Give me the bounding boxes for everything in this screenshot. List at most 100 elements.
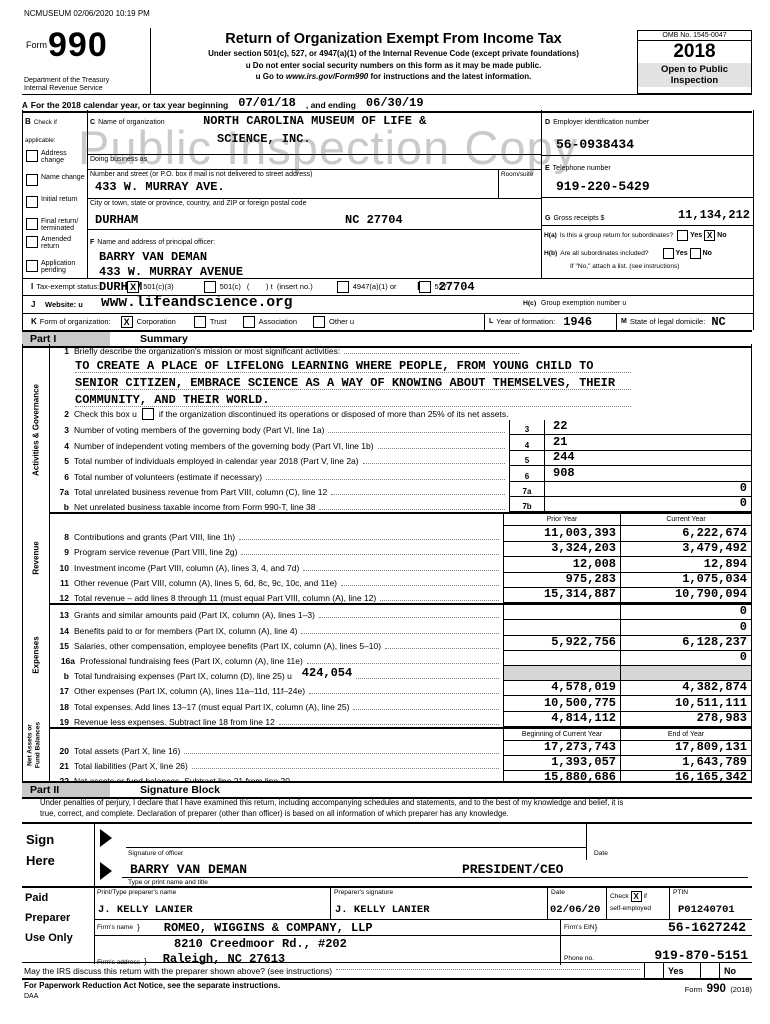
- status-501c-checkbox[interactable]: [203, 280, 216, 293]
- sign-date-caption: Date: [594, 850, 608, 857]
- ein-phone-column: D Employer identification number 56-09384…: [541, 110, 754, 278]
- paperwork-reduction-notice: For Paperwork Reduction Act Notice, see …: [24, 981, 281, 990]
- side-strip-divider: [49, 344, 50, 787]
- check-if-applicable-label: Check if applicable:: [25, 119, 57, 144]
- mission-line-3: COMMUNITY, AND THEIR WORLD.: [75, 390, 631, 407]
- preparer-signature-cell: Preparer's signature J. KELLY LANIER: [330, 888, 547, 919]
- org-trust-checkbox[interactable]: [193, 315, 206, 328]
- form-bullet-1: u Do not enter social security numbers o…: [245, 61, 542, 70]
- self-employed-cell: Check X if self-employed: [606, 888, 669, 919]
- initial-return-checkbox[interactable]: [26, 196, 38, 208]
- discontinued-operations-checkbox[interactable]: [141, 407, 154, 420]
- organization-column: C Name of organization NORTH CAROLINA MUS…: [87, 110, 541, 294]
- footer-form-id: Form 990 (2018): [684, 983, 752, 995]
- line-17: 17 Other expenses (Part IX, column (A), l…: [49, 680, 751, 697]
- status-527-checkbox[interactable]: [418, 280, 431, 293]
- org-name-line2: SCIENCE, INC.: [217, 132, 311, 146]
- year-of-formation: 1946: [563, 314, 593, 329]
- may-irs-discuss-row: May the IRS discuss this return with the…: [22, 962, 752, 980]
- ein-box: D Employer identification number 56-09384…: [542, 110, 754, 156]
- line-a-letter: A: [22, 101, 28, 110]
- sign-here-block: Sign Here Signature of officer Date BARR…: [22, 822, 752, 888]
- line-7b: b Net unrelated business taxable income f…: [49, 496, 751, 513]
- line-8: 8 Contributions and grants (Part VIII, li…: [49, 526, 751, 542]
- preparer-signature: J. KELLY LANIER: [335, 904, 430, 916]
- line-19: 19 Revenue less expenses. Subtract line 1…: [49, 711, 751, 727]
- officer-signature-row: Signature of officer Date: [94, 824, 752, 860]
- phone-box: E Telephone number 919-220-5429: [542, 156, 754, 198]
- officer-name: BARRY VAN DEMAN: [99, 250, 208, 264]
- gross-receipts-box: G Gross receipts $ 11,134,212: [542, 198, 754, 226]
- typed-name-arrow-icon: [100, 862, 112, 880]
- form-title: Return of Organization Exempt From Incom…: [225, 31, 562, 47]
- sign-here-label-cell: Sign Here: [22, 824, 95, 888]
- firm-address-cell: 8210 Creedmoor Rd., #202 Firm's address …: [94, 936, 560, 966]
- preparer-name: J. KELLY LANIER: [98, 904, 193, 916]
- org-corporation-checkbox[interactable]: X: [120, 315, 133, 328]
- address-change-checkbox[interactable]: [26, 150, 38, 162]
- final-return-checkbox[interactable]: [26, 218, 38, 230]
- end-of-year-header: End of Year: [620, 728, 751, 741]
- status-501c3-checkbox[interactable]: X: [127, 280, 140, 293]
- open-to-public: Open to Public Inspection: [638, 63, 751, 87]
- line-4: 4 Number of independent voting members of…: [49, 435, 751, 451]
- officer-typed-name-row: BARRY VAN DEMAN PRESIDENT/CEO Type or pr…: [94, 860, 752, 888]
- line-9: 9 Program service revenue (Part VIII, lin…: [49, 541, 751, 558]
- firm-ein-cell: Firm's EIN } 56-1627242: [560, 920, 752, 935]
- org-city: DURHAM: [95, 213, 139, 227]
- tax-year-begin-date: 07/01/18: [238, 96, 296, 110]
- group-return-yes-checkbox[interactable]: [677, 230, 689, 241]
- form-word: Form: [26, 40, 47, 50]
- line7b-value: 0: [739, 496, 747, 511]
- phone-cell: Phone no. 919-870-5151: [560, 936, 752, 965]
- omb-number: OMB No. 1545-0047: [638, 31, 751, 41]
- irs-url-link[interactable]: www.irs.gov/Form990: [285, 72, 369, 81]
- preparer-ptin: P01240701: [678, 904, 735, 916]
- form-bullet-2: u Go to www.irs.gov/Form990 for instruct…: [255, 72, 532, 81]
- paid-preparer-label-cell: Paid Preparer Use Only: [22, 888, 95, 964]
- group-return-box: H(a) Is this a group return for subordin…: [542, 226, 754, 283]
- line-3: 3 Number of voting members of the governi…: [49, 419, 751, 436]
- preparer-date-cell: Date 02/06/20: [547, 888, 606, 919]
- irs-discuss-no-checkbox[interactable]: [700, 963, 719, 978]
- part1-label: Part I: [22, 332, 110, 346]
- line-6: 6 Total number of volunteers (estimate if…: [49, 465, 751, 482]
- fundraising-expenses-value: 424,054: [301, 666, 353, 681]
- line-1: 1 Briefly describe the organization's mi…: [49, 344, 751, 356]
- org-other-checkbox[interactable]: [313, 315, 326, 328]
- tax-year-end-date: 06/30/19: [365, 96, 424, 110]
- name-change-checkbox[interactable]: [26, 174, 38, 186]
- status-4947-checkbox[interactable]: [336, 280, 349, 293]
- principal-officer-box: F Name and address of principal officer: …: [87, 229, 541, 294]
- subordinates-included-no-checkbox[interactable]: [689, 248, 701, 259]
- irs-discuss-yes-checkbox[interactable]: [644, 963, 663, 978]
- line7a-value: 0: [739, 480, 747, 495]
- line6-value: 908: [553, 465, 575, 480]
- group-return-no-checkbox[interactable]: X: [704, 230, 716, 241]
- street-box: Number and street (or P.O. box if mail i…: [87, 169, 541, 198]
- state-of-domicile: NC: [711, 314, 726, 329]
- identity-block: B Check if applicable: Address change Nam…: [22, 110, 754, 294]
- website-link[interactable]: www.lifeandscience.org: [101, 295, 293, 311]
- room-suite-label: Room/suite: [498, 170, 541, 198]
- subordinates-included-yes-checkbox[interactable]: [662, 248, 674, 259]
- self-employed-checkbox[interactable]: X: [630, 891, 642, 902]
- line-2: 2 Check this box u if the organization d…: [64, 407, 509, 420]
- line5-value: 244: [553, 450, 575, 465]
- preparer-row-1: Print/Type preparer's name J. KELLY LANI…: [94, 888, 752, 920]
- dept-line2: Internal Revenue Service: [24, 85, 103, 92]
- line-12: 12 Total revenue – add lines 8 through 11…: [49, 587, 751, 604]
- application-pending-checkbox[interactable]: [26, 260, 38, 272]
- daa-code: DAA: [24, 993, 39, 1000]
- org-association-checkbox[interactable]: [242, 315, 255, 328]
- omb-block: OMB No. 1545-0047 2018 Open to Public In…: [637, 30, 752, 94]
- amended-return-checkbox[interactable]: [26, 236, 38, 248]
- paid-preparer-main: Print/Type preparer's name J. KELLY LANI…: [94, 888, 752, 966]
- mission-line-1: TO CREATE A PLACE OF LIFELONG LEARNING W…: [75, 356, 631, 373]
- dba-box: Doing business as: [87, 154, 541, 169]
- check-if-applicable-column: B Check if applicable: Address change Nam…: [23, 110, 88, 278]
- preparer-row-2: Firm's name } ROMEO, WIGGINS & COMPANY, …: [94, 920, 752, 936]
- dept-line1: Department of the Treasury: [24, 77, 110, 84]
- part1-body: 1 Briefly describe the organization's mi…: [22, 344, 752, 787]
